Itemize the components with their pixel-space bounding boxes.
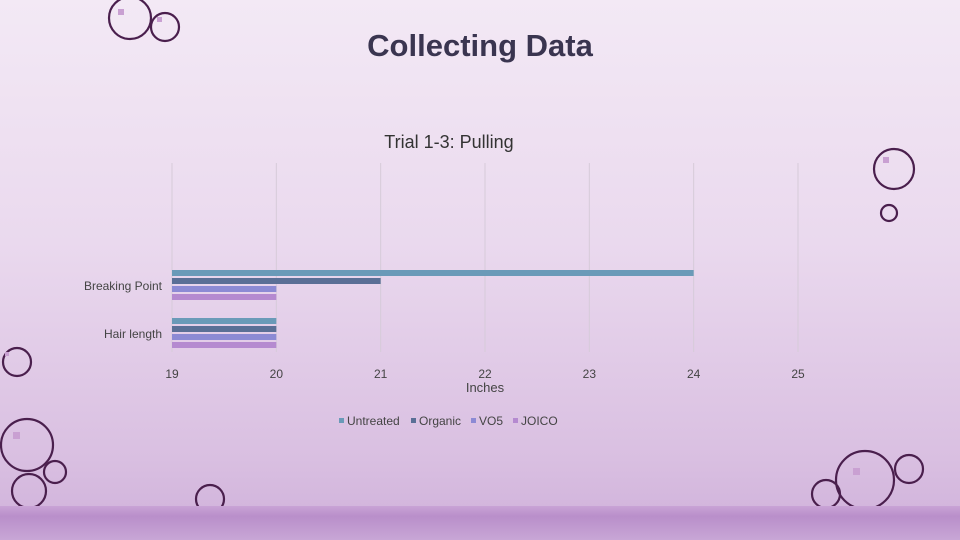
legend-swatch xyxy=(339,418,344,423)
y-category-label: Breaking Point xyxy=(84,279,163,293)
chart-title: Trial 1-3: Pulling xyxy=(384,132,513,152)
circle-ornament xyxy=(893,453,925,485)
legend-label: VO5 xyxy=(479,414,503,428)
dot-ornament xyxy=(853,468,860,475)
x-tick-label: 20 xyxy=(270,367,284,381)
slide-title: Collecting Data xyxy=(367,28,593,63)
x-tick-label: 19 xyxy=(165,367,179,381)
legend-swatch xyxy=(411,418,416,423)
x-tick-label: 25 xyxy=(791,367,805,381)
legend-label: Untreated xyxy=(347,414,400,428)
dot-ornament xyxy=(883,157,889,163)
y-category-label: Hair length xyxy=(104,327,162,341)
bar xyxy=(172,286,277,292)
legend-label: JOICO xyxy=(521,414,558,428)
x-tick-label: 21 xyxy=(374,367,388,381)
circle-ornament xyxy=(872,147,916,191)
x-tick-label: 23 xyxy=(583,367,597,381)
legend-label: Organic xyxy=(419,414,461,428)
x-tick-label: 24 xyxy=(687,367,701,381)
bar xyxy=(172,278,381,284)
bar xyxy=(172,326,277,332)
circle-ornament xyxy=(149,11,181,43)
bar xyxy=(172,334,277,340)
circle-ornament xyxy=(42,459,68,485)
circle-ornament xyxy=(1,346,33,378)
circle-ornament xyxy=(107,0,153,41)
circle-ornament xyxy=(879,203,899,223)
bar xyxy=(172,318,277,324)
circle-ornament xyxy=(0,417,55,473)
dot-ornament xyxy=(5,352,9,356)
legend-swatch xyxy=(513,418,518,423)
x-axis-title: Inches xyxy=(466,380,505,395)
bar xyxy=(172,294,277,300)
dot-ornament xyxy=(13,432,20,439)
legend-swatch xyxy=(471,418,476,423)
x-tick-label: 22 xyxy=(478,367,492,381)
dot-ornament xyxy=(157,17,162,22)
dot-ornament xyxy=(118,9,124,15)
footer-band xyxy=(0,506,960,540)
bar xyxy=(172,270,694,276)
bar xyxy=(172,342,277,348)
